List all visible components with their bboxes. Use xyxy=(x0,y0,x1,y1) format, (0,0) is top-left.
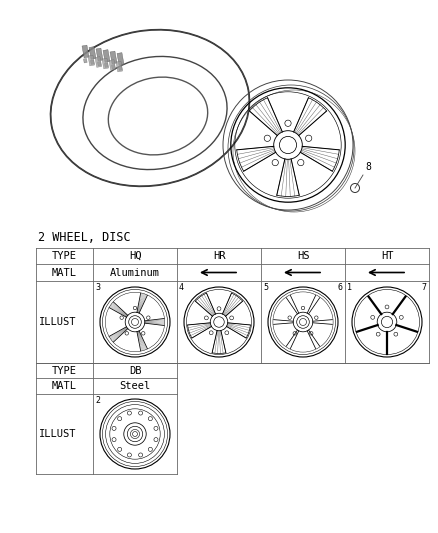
Bar xyxy=(105,63,108,68)
Text: 6: 6 xyxy=(337,283,342,292)
Text: MATL: MATL xyxy=(52,268,77,278)
Bar xyxy=(91,60,94,64)
Bar xyxy=(103,50,110,62)
Bar xyxy=(96,48,103,61)
Bar xyxy=(109,60,116,70)
Bar xyxy=(117,53,124,66)
Bar xyxy=(89,46,96,59)
Text: MATL: MATL xyxy=(52,381,77,391)
Text: 1: 1 xyxy=(347,283,352,292)
Text: 2 WHEEL, DISC: 2 WHEEL, DISC xyxy=(38,231,131,244)
Text: HT: HT xyxy=(381,251,393,261)
Text: 5: 5 xyxy=(263,283,268,292)
Text: ILLUST: ILLUST xyxy=(39,429,77,439)
Text: Aluminum: Aluminum xyxy=(110,268,160,278)
Text: 3: 3 xyxy=(95,283,100,292)
Text: ILLUST: ILLUST xyxy=(39,317,77,327)
Text: 7: 7 xyxy=(421,283,426,292)
Text: HQ: HQ xyxy=(129,251,141,261)
Text: Steel: Steel xyxy=(120,381,151,391)
Text: TYPE: TYPE xyxy=(52,366,77,376)
Text: HR: HR xyxy=(213,251,225,261)
Bar xyxy=(102,58,109,69)
Text: 4: 4 xyxy=(179,283,184,292)
Text: 8: 8 xyxy=(365,162,371,172)
Bar xyxy=(84,59,87,63)
Bar xyxy=(82,45,89,58)
Bar xyxy=(112,64,115,69)
Text: TYPE: TYPE xyxy=(52,251,77,261)
Text: 2: 2 xyxy=(95,396,100,405)
Bar xyxy=(95,56,102,67)
Bar xyxy=(98,61,101,66)
Text: HS: HS xyxy=(297,251,309,261)
Bar xyxy=(110,51,117,64)
Bar xyxy=(116,61,123,72)
Bar xyxy=(119,66,122,70)
Text: DB: DB xyxy=(129,366,141,376)
Bar xyxy=(88,55,95,66)
